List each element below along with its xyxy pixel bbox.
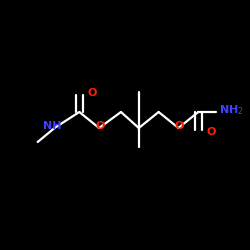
Text: NH$_2$: NH$_2$: [219, 103, 244, 117]
Text: O: O: [96, 121, 105, 131]
Text: O: O: [206, 127, 216, 137]
Text: NH: NH: [43, 121, 62, 131]
Text: O: O: [175, 121, 184, 131]
Text: O: O: [87, 88, 97, 98]
